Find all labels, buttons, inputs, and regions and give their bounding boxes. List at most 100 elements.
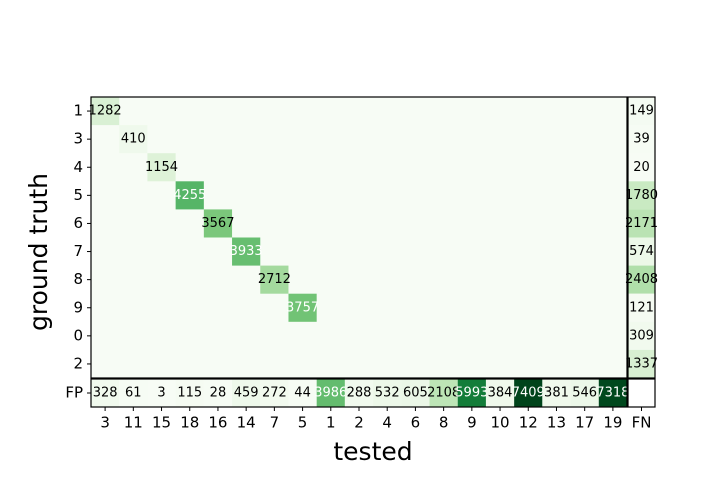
y-axis-label: ground truth — [24, 173, 53, 331]
cell-label: 272 — [262, 386, 287, 401]
heatmap-cell — [401, 379, 430, 407]
heatmap-cell — [288, 293, 317, 322]
matrix-background — [91, 97, 627, 378]
heatmap-cell — [119, 125, 148, 154]
cell-label: 149 — [629, 104, 654, 119]
y-tick-label: FP — [65, 384, 83, 402]
heatmap-cell — [147, 379, 176, 407]
heatmap-cell — [260, 265, 289, 294]
heatmap-cell — [485, 379, 515, 407]
heatmap-cell — [628, 125, 655, 154]
cell-label: 3757 — [286, 300, 319, 315]
heatmap-cell — [628, 237, 655, 266]
cell-label: 3567 — [201, 216, 234, 231]
x-tick-label: 4 — [382, 414, 392, 432]
cell-label: 546 — [572, 386, 597, 401]
heatmap-cell — [570, 379, 599, 407]
cell-label: 4255 — [173, 188, 206, 203]
y-tick-label: 2 — [73, 354, 83, 372]
y-tick-label: 7 — [73, 242, 83, 260]
cell-label: 7409 — [512, 386, 545, 401]
cell-label: 2108 — [427, 386, 460, 401]
x-tick-label: 17 — [575, 414, 594, 432]
cell-label: 1780 — [625, 188, 658, 203]
heatmap-cell — [344, 379, 374, 407]
x-tick-label: 9 — [467, 414, 477, 432]
x-tick-label: 10 — [491, 414, 510, 432]
x-tick-label: 16 — [208, 414, 227, 432]
y-tick-label: 3 — [73, 130, 83, 148]
cell-label: 3986 — [314, 386, 347, 401]
heatmap-cell — [514, 379, 543, 407]
heatmap-cell — [175, 379, 204, 407]
x-tick-label: 19 — [603, 414, 622, 432]
heatmap-cell — [373, 379, 402, 407]
y-tick-label: 4 — [73, 158, 83, 176]
heatmap-cell — [175, 181, 204, 210]
cell-label: 20 — [633, 160, 650, 175]
cell-label: 384 — [488, 386, 513, 401]
cell-label: 288 — [347, 386, 372, 401]
x-tick-label: 13 — [547, 414, 566, 432]
x-axis-label: tested — [333, 437, 412, 466]
cell-label: 328 — [93, 386, 118, 401]
cell-label: 2171 — [625, 216, 658, 231]
heatmap-cell — [457, 379, 486, 407]
x-tick-label: 7 — [270, 414, 280, 432]
cell-label: 1282 — [89, 104, 122, 119]
x-tick-label: 8 — [439, 414, 449, 432]
heatmap-cell — [628, 209, 655, 238]
frame — [90, 96, 628, 379]
x-tick-label: 6 — [411, 414, 421, 432]
corner-background — [628, 379, 655, 407]
heatmap-cell — [232, 379, 261, 407]
y-tick-label: 5 — [73, 186, 83, 204]
heatmap-cell — [628, 181, 655, 210]
cell-label: 1154 — [145, 160, 178, 175]
cell-label: 3933 — [230, 244, 263, 259]
x-tick-label: 15 — [152, 414, 171, 432]
x-tick-label: 2 — [354, 414, 364, 432]
heatmap-cell — [542, 379, 571, 407]
y-tick-label: 9 — [73, 298, 83, 316]
cell-label: 7318 — [596, 386, 629, 401]
cell-label: 381 — [544, 386, 569, 401]
y-tick-label: 8 — [73, 270, 83, 288]
cell-label: 2408 — [625, 272, 658, 287]
heatmap-cell — [598, 379, 627, 407]
heatmap-cell — [91, 379, 120, 407]
cell-label: 61 — [125, 386, 142, 401]
cell-label: 309 — [629, 328, 654, 343]
heatmap-cell — [288, 379, 317, 407]
x-tick-label: 12 — [519, 414, 538, 432]
x-tick-label: 3 — [100, 414, 110, 432]
x-tick-label: 18 — [180, 414, 199, 432]
heatmap-cell — [260, 379, 289, 407]
cell-label: 121 — [629, 300, 654, 315]
cell-label: 1337 — [625, 356, 658, 371]
heatmap-cell — [316, 379, 345, 407]
heatmap-cell — [628, 321, 655, 350]
cell-label: 410 — [121, 132, 146, 147]
heatmap-cell — [203, 379, 233, 407]
heatmap-cell — [203, 209, 233, 238]
y-tick-label: 6 — [73, 214, 83, 232]
cell-label: 459 — [234, 386, 259, 401]
cell-label: 39 — [633, 132, 650, 147]
cell-label: 2712 — [258, 272, 291, 287]
x-tick-label: 11 — [124, 414, 143, 432]
cell-label: 3 — [157, 386, 165, 401]
y-tick-label: 1 — [73, 102, 83, 120]
frame — [627, 96, 656, 379]
heatmap-cell — [119, 379, 148, 407]
cell-label: 5993 — [455, 386, 488, 401]
heatmap-cell — [628, 293, 655, 322]
heatmap-cell — [232, 237, 261, 266]
cell-label: 44 — [294, 386, 311, 401]
heatmap-cell — [429, 379, 458, 407]
x-tick-label: 5 — [298, 414, 308, 432]
cell-label: 574 — [629, 244, 654, 259]
cell-label: 28 — [210, 386, 227, 401]
cell-label: 605 — [403, 386, 428, 401]
